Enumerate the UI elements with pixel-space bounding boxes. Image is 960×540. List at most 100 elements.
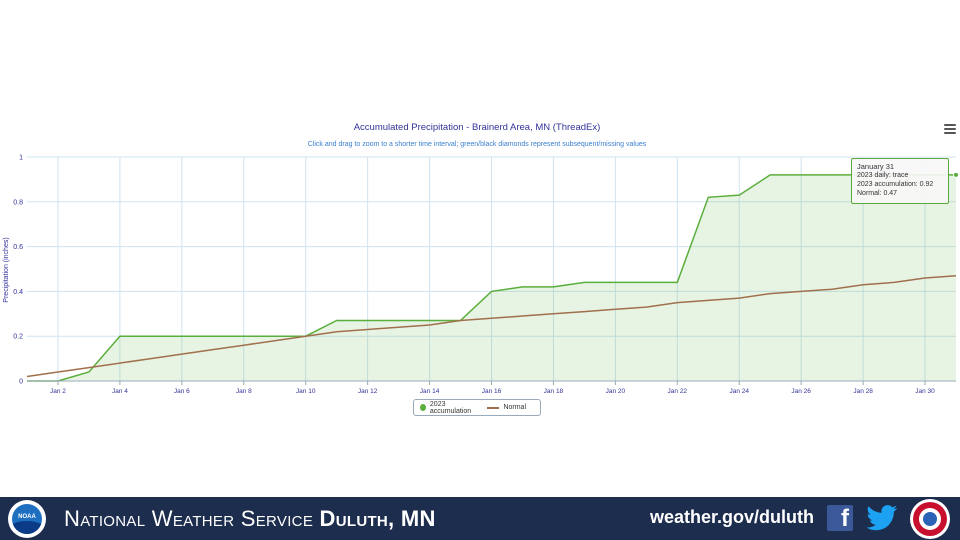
data-point-2023-accumulation[interactable] xyxy=(645,281,648,284)
data-point-2023-accumulation[interactable] xyxy=(676,281,679,284)
legend-label-normal: Normal xyxy=(503,404,526,411)
data-point-2023-accumulation[interactable] xyxy=(180,335,183,338)
data-point-normal[interactable] xyxy=(552,312,555,315)
x-tick-label: Jan 30 xyxy=(915,388,935,395)
hover-marker xyxy=(953,171,959,178)
data-point-2023-accumulation[interactable] xyxy=(800,174,803,177)
chart-title: Accumulated Precipitation - Brainerd Are… xyxy=(354,122,601,133)
data-point-normal[interactable] xyxy=(180,353,183,356)
data-point-normal[interactable] xyxy=(893,281,896,284)
chart-legend: 2023 accumulation Normal xyxy=(413,399,541,416)
data-point-normal[interactable] xyxy=(428,324,431,327)
data-point-normal[interactable] xyxy=(366,328,369,331)
data-point-normal[interactable] xyxy=(707,299,710,302)
x-tick-label: Jan 26 xyxy=(791,388,811,395)
data-point-2023-accumulation[interactable] xyxy=(552,286,555,289)
noaa-logo: NOAA xyxy=(8,500,46,538)
x-tick-label: Jan 24 xyxy=(729,388,749,395)
y-tick-label: 0 xyxy=(19,379,23,386)
data-point-2023-accumulation[interactable] xyxy=(614,281,617,284)
y-tick-label: 0.6 xyxy=(13,244,23,251)
data-point-normal[interactable] xyxy=(119,362,122,365)
data-point-normal[interactable] xyxy=(614,308,617,311)
data-point-normal[interactable] xyxy=(273,339,276,342)
series-area-2023-accumulation xyxy=(27,174,956,381)
noaa-logo-text: NOAA xyxy=(18,514,36,520)
facebook-icon[interactable]: f xyxy=(827,505,853,532)
data-point-2023-accumulation[interactable] xyxy=(707,196,710,199)
data-point-normal[interactable] xyxy=(304,335,307,338)
data-point-normal[interactable] xyxy=(490,317,493,320)
data-point-2023-accumulation[interactable] xyxy=(366,319,369,322)
data-point-normal[interactable] xyxy=(676,301,679,304)
y-tick-label: 1 xyxy=(19,155,23,162)
footer-banner: NOAA National Weather Service Duluth, MN… xyxy=(0,497,960,540)
series-line-normal[interactable] xyxy=(26,274,957,378)
legend-item-accumulation[interactable]: 2023 accumulation xyxy=(420,401,479,415)
data-point-normal[interactable] xyxy=(645,306,648,309)
data-point-2023-accumulation[interactable] xyxy=(149,335,152,338)
data-point-normal[interactable] xyxy=(955,274,958,277)
x-tick-label: Jan 10 xyxy=(296,388,316,395)
x-tick-label: Jan 2 xyxy=(50,388,66,395)
data-point-2023-accumulation[interactable] xyxy=(88,371,91,374)
data-point-normal[interactable] xyxy=(831,288,834,291)
website-link[interactable]: weather.gov/duluth xyxy=(650,507,815,527)
x-tick-label: Jan 14 xyxy=(420,388,440,395)
y-tick-label: 0.2 xyxy=(13,334,23,341)
tooltip-line-accumulation: 2023 accumulation: 0.92 xyxy=(857,181,934,188)
data-point-2023-accumulation[interactable] xyxy=(242,335,245,338)
x-tick-label: Jan 6 xyxy=(174,388,190,395)
data-point-normal[interactable] xyxy=(26,375,29,378)
data-point-2023-accumulation[interactable] xyxy=(831,174,834,177)
data-point-normal[interactable] xyxy=(769,292,772,295)
data-point-2023-accumulation[interactable] xyxy=(428,319,431,322)
data-point-normal[interactable] xyxy=(149,357,152,360)
data-point-normal[interactable] xyxy=(800,290,803,293)
data-point-normal[interactable] xyxy=(57,371,60,374)
data-point-2023-accumulation[interactable] xyxy=(119,335,122,338)
twitter-icon[interactable] xyxy=(866,505,898,531)
chart-menu-icon[interactable] xyxy=(944,124,956,134)
x-tick-label: Jan 8 xyxy=(236,388,252,395)
data-point-normal[interactable] xyxy=(88,366,91,369)
data-point-normal[interactable] xyxy=(335,330,338,333)
legend-item-normal[interactable]: Normal xyxy=(487,404,526,411)
x-tick-label: Jan 22 xyxy=(668,388,688,395)
legend-dot-accumulation xyxy=(420,404,426,411)
series-line-2023-accumulation[interactable] xyxy=(27,174,956,382)
data-point-2023-accumulation[interactable] xyxy=(521,286,524,289)
x-tick-label: Jan 28 xyxy=(853,388,873,395)
data-point-normal[interactable] xyxy=(738,297,741,300)
x-tick-label: Jan 4 xyxy=(112,388,128,395)
data-point-normal[interactable] xyxy=(242,344,245,347)
data-point-normal[interactable] xyxy=(397,326,400,329)
data-point-2023-accumulation[interactable] xyxy=(490,290,493,293)
data-point-2023-accumulation[interactable] xyxy=(583,281,586,284)
y-tick-label: 0.4 xyxy=(13,289,23,296)
x-tick-label: Jan 20 xyxy=(606,388,626,395)
data-point-normal[interactable] xyxy=(924,277,927,280)
tooltip-line-normal: Normal: 0.47 xyxy=(857,190,898,197)
data-point-normal[interactable] xyxy=(862,283,865,286)
data-point-2023-accumulation[interactable] xyxy=(211,335,214,338)
data-point-normal[interactable] xyxy=(211,348,214,351)
data-point-normal[interactable] xyxy=(459,319,462,322)
x-tick-label: Jan 18 xyxy=(544,388,564,395)
chart-svg[interactable]: Accumulated Precipitation - Brainerd Are… xyxy=(0,110,960,420)
data-point-2023-accumulation[interactable] xyxy=(769,174,772,177)
chart-subtitle: Click and drag to zoom to a shorter time… xyxy=(308,141,647,148)
data-point-2023-accumulation[interactable] xyxy=(273,335,276,338)
tooltip-title: January 31 xyxy=(857,162,895,171)
data-point-normal[interactable] xyxy=(521,315,524,318)
office-title-light: National Weather Service xyxy=(64,506,320,531)
office-title-bold: Duluth, MN xyxy=(319,506,436,531)
y-axis-label: Precipitation (inches) xyxy=(3,237,10,302)
data-point-2023-accumulation[interactable] xyxy=(738,194,741,197)
precipitation-chart[interactable]: Accumulated Precipitation - Brainerd Are… xyxy=(0,110,960,420)
data-point-2023-accumulation[interactable] xyxy=(335,319,338,322)
tooltip-line-daily: 2023 daily: trace xyxy=(857,172,909,179)
x-tick-label: Jan 16 xyxy=(482,388,502,395)
data-point-normal[interactable] xyxy=(583,310,586,313)
data-point-2023-accumulation[interactable] xyxy=(397,319,400,322)
